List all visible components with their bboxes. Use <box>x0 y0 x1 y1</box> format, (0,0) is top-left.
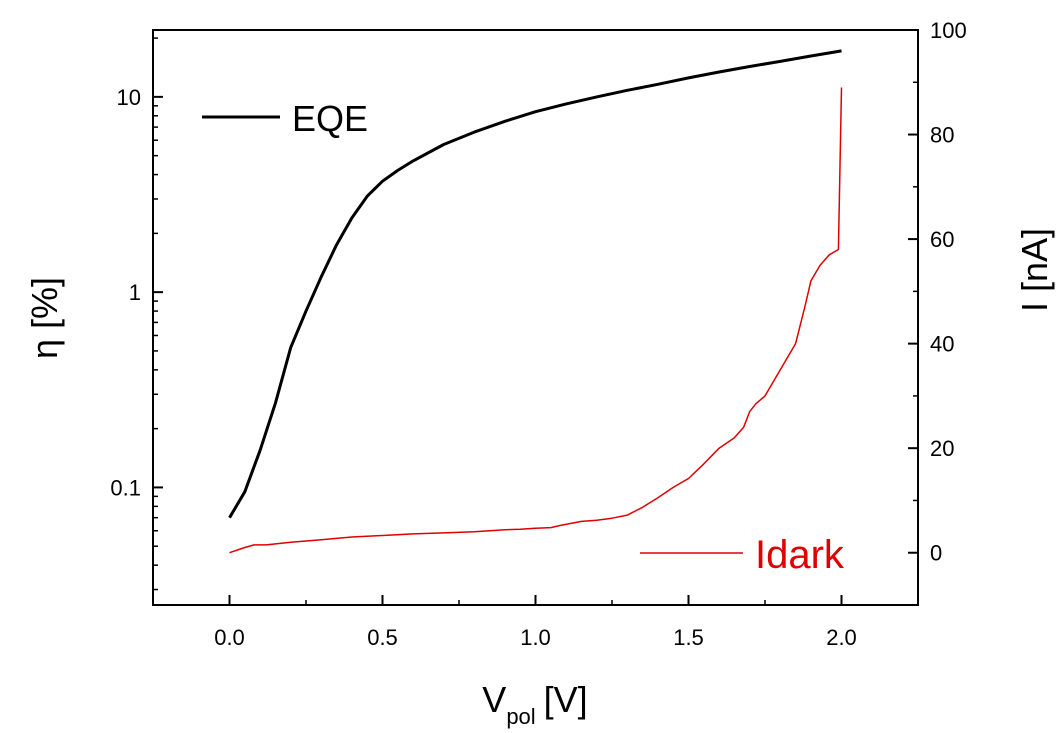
x-axis-title-sub: pol <box>506 704 535 729</box>
legend-label-eqe: EQE <box>292 98 368 139</box>
legend-label-idark: Idark <box>755 533 845 577</box>
y-right-tick-label-3: 60 <box>930 227 954 252</box>
y-right-tick-label-0: 0 <box>930 541 942 566</box>
x-axis-ticks: 0.0 0.5 1.0 1.5 2.0 <box>214 595 857 650</box>
y-right-axis-ticks: 0 20 40 60 80 100 <box>908 18 967 606</box>
y-left-axis-ticks: 0.1 1 10 <box>110 37 163 591</box>
x-tick-label-1: 0.5 <box>367 625 398 650</box>
x-tick-label-0: 0.0 <box>214 625 245 650</box>
x-tick-label-4: 2.0 <box>826 625 857 650</box>
y-left-tick-label-1: 1 <box>129 280 141 305</box>
y-left-axis-title: η [%] <box>24 277 65 359</box>
y-right-axis-title: I [nA] <box>1014 228 1055 312</box>
y-right-tick-label-2: 40 <box>930 332 954 357</box>
y-left-tick-label-0: 0.1 <box>110 475 141 500</box>
x-axis-title-unit: [V] <box>544 679 588 720</box>
y-right-tick-label-5: 100 <box>930 18 967 43</box>
series-line-eqe <box>228 49 842 519</box>
y-right-tick-label-1: 20 <box>930 436 954 461</box>
x-tick-label-2: 1.0 <box>520 625 551 650</box>
x-axis-title: Vpol [V] <box>482 679 587 729</box>
legend: EQE Idark <box>202 98 845 577</box>
y-right-tick-label-4: 80 <box>930 123 954 148</box>
plot-marks <box>228 49 843 554</box>
y-left-tick-label-2: 10 <box>117 85 141 110</box>
series-line-idark <box>229 87 843 554</box>
x-tick-label-3: 1.5 <box>673 625 704 650</box>
x-axis-title-main: V <box>482 679 506 720</box>
